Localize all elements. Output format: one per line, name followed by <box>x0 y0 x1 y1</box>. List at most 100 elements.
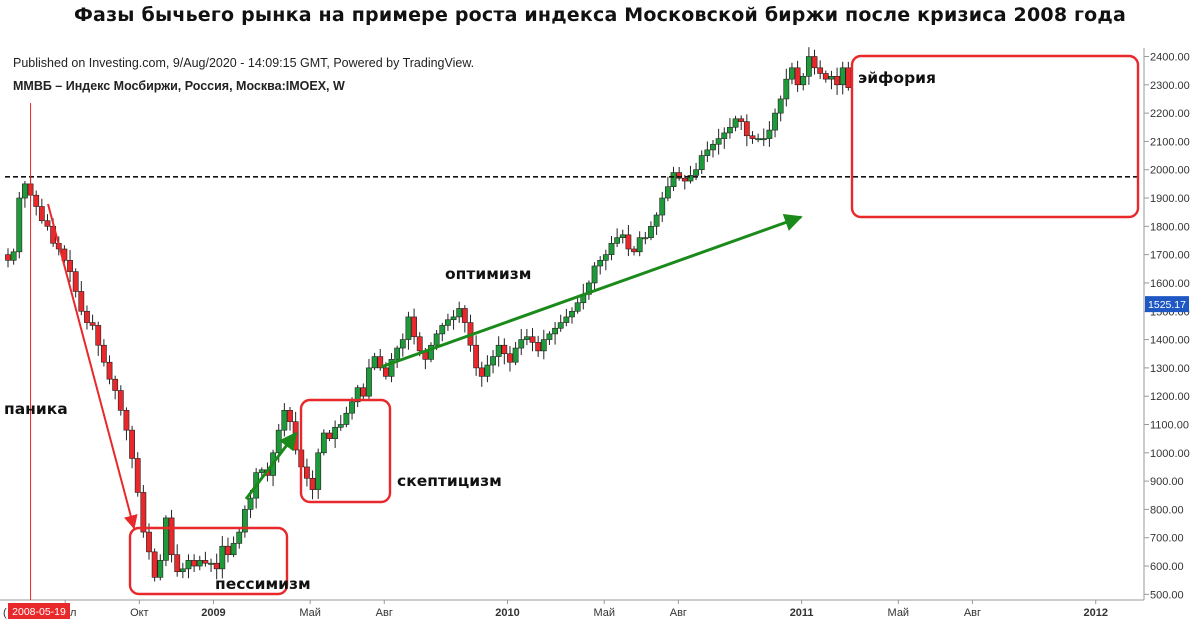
candle <box>163 515 169 567</box>
candle <box>95 321 102 356</box>
candle <box>653 212 660 235</box>
candle <box>659 191 666 222</box>
candle-body <box>382 367 389 377</box>
candle <box>552 322 558 345</box>
candle-body <box>100 344 107 363</box>
candle-body <box>450 316 457 321</box>
candle <box>117 385 124 416</box>
candle <box>445 313 451 331</box>
candle-body <box>664 186 671 199</box>
candle-body <box>693 169 699 176</box>
candle-body <box>715 138 722 145</box>
candle <box>208 558 214 572</box>
candle <box>84 305 90 330</box>
candle <box>309 470 316 500</box>
candle <box>518 329 525 356</box>
candle <box>484 355 491 383</box>
candle <box>743 114 750 147</box>
x-tick-label: Май <box>593 607 615 619</box>
candle-body <box>732 118 739 128</box>
candle-body <box>185 560 192 570</box>
candle-body <box>5 254 11 261</box>
y-tick-label: 1600.00 <box>1150 278 1190 290</box>
candle <box>360 383 367 401</box>
candle-body <box>179 568 186 572</box>
candle-body <box>163 517 169 561</box>
candle-body <box>236 531 243 544</box>
candle <box>822 70 829 83</box>
candle <box>89 314 96 331</box>
candle-body <box>411 316 417 338</box>
candle-body <box>642 237 649 240</box>
candle-body <box>112 378 119 391</box>
candle <box>760 128 767 147</box>
candle-body <box>681 177 688 182</box>
candle-body <box>157 560 164 578</box>
x-tick-label: 2010 <box>495 607 519 619</box>
candle-body <box>399 339 406 349</box>
candle-body <box>140 492 147 533</box>
candle <box>388 353 395 383</box>
candle-body <box>738 118 745 122</box>
candle <box>44 214 51 231</box>
candles-layer <box>5 47 852 582</box>
candle-body <box>614 237 621 244</box>
candle <box>845 61 852 91</box>
candle <box>140 485 147 538</box>
y-tick-label: 800.00 <box>1150 504 1184 516</box>
candle <box>631 245 637 256</box>
candle-body <box>196 560 203 567</box>
y-tick-label: 1700.00 <box>1150 250 1190 262</box>
candle <box>219 536 226 579</box>
candle <box>512 342 519 366</box>
candle-body <box>225 545 231 556</box>
candle <box>738 115 745 131</box>
candle <box>766 121 773 147</box>
candle-body <box>315 452 322 490</box>
candle-body <box>304 466 310 479</box>
candle-body <box>151 551 158 578</box>
candle <box>78 281 85 316</box>
candle <box>636 231 643 257</box>
candle <box>591 262 598 291</box>
candle-body <box>811 56 818 69</box>
y-tick-label: 2200.00 <box>1150 108 1190 120</box>
candle-body <box>772 112 778 131</box>
candle <box>241 505 248 538</box>
candle <box>10 248 17 265</box>
candle-body <box>360 387 367 397</box>
candle-body <box>631 248 637 253</box>
candle-body <box>636 237 643 253</box>
candle-body <box>512 347 519 363</box>
candle <box>614 228 621 248</box>
x-tick-label: Авг <box>964 607 981 619</box>
y-tick-label: 2100.00 <box>1150 136 1190 148</box>
candle-body <box>659 197 666 216</box>
candle-body <box>349 401 355 414</box>
candle-body <box>461 308 468 323</box>
skepticism-box <box>299 398 392 504</box>
candle <box>794 60 801 92</box>
candle <box>157 554 164 581</box>
annotation-optimism: оптимизм <box>445 265 531 283</box>
candle <box>337 415 344 431</box>
annotation-euphoria: эйфория <box>858 69 936 87</box>
candle <box>428 342 434 363</box>
candle-body <box>704 149 711 156</box>
candle-body <box>129 429 135 459</box>
candle-body <box>698 155 705 171</box>
candle-body <box>89 322 96 326</box>
candle-body <box>33 194 40 207</box>
candle-body <box>106 361 113 380</box>
current-price-label: 1525.17 <box>1148 299 1186 311</box>
candle-body <box>743 121 750 137</box>
candle-body <box>16 197 23 253</box>
candle <box>540 329 547 360</box>
candle-body <box>281 410 288 431</box>
candle <box>507 346 513 372</box>
candle <box>129 425 135 469</box>
candle <box>817 60 824 80</box>
optimism-arrow <box>380 213 803 369</box>
panic-arrow <box>47 203 138 530</box>
